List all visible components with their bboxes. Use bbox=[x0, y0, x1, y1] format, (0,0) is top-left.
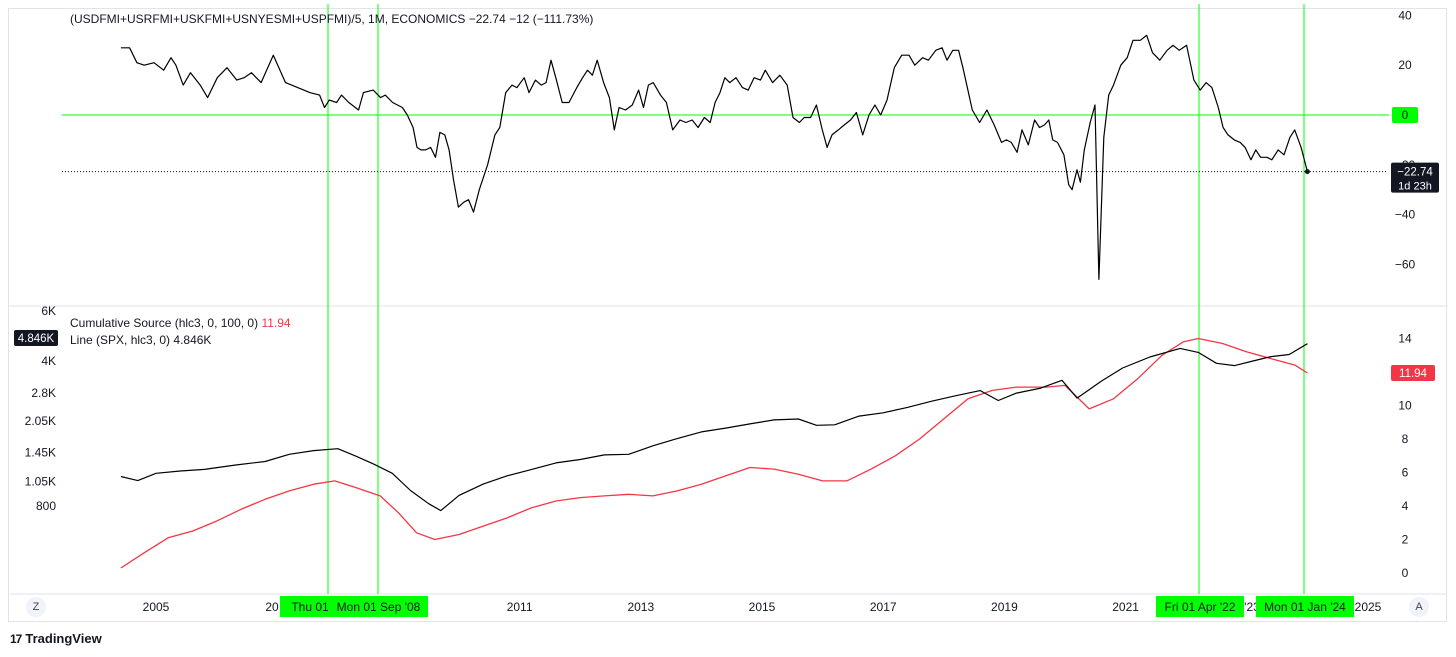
top-pane bbox=[62, 34, 1389, 280]
bottom-right-y-tick-label: 8 bbox=[1402, 432, 1409, 446]
bottom-left-y-tick-label: 2.05K bbox=[25, 414, 56, 428]
bottom-left-y-tick-label: 4K bbox=[41, 354, 56, 368]
event-label-box bbox=[329, 596, 428, 617]
top-legend-text: (USDFMI+USRFMI+USKFMI+USNYESMI+USPFMI)/5… bbox=[70, 12, 594, 26]
top-y-tick-label: 40 bbox=[1398, 8, 1412, 22]
brand-name: TradingView bbox=[25, 631, 102, 646]
event-label-text: Fri 01 Apr '22 bbox=[1165, 600, 1236, 614]
bottom-right-y-tick-label: 10 bbox=[1398, 399, 1412, 413]
auto-scale-right-button[interactable]: A bbox=[1409, 597, 1429, 617]
spx-label: Line (SPX, hlc3, 0) bbox=[70, 333, 171, 347]
event-lines bbox=[327, 4, 1305, 594]
x-tick-label: 2005 bbox=[143, 600, 170, 614]
bottom-right-y-tick-label: 14 bbox=[1398, 332, 1412, 346]
spx-value: 4.846K bbox=[173, 333, 212, 347]
bottom-left-y-tick-label: 1.45K bbox=[25, 445, 56, 459]
brand: 17 TradingView bbox=[10, 631, 102, 646]
x-tick-label: 2011 bbox=[507, 600, 533, 614]
zero-badge-text: 0 bbox=[1402, 110, 1408, 122]
pmi-last-value-text: −22.74 bbox=[1397, 167, 1433, 179]
pmi-countdown-text: 1d 23h bbox=[1398, 181, 1432, 193]
cumulative-last-value-text: 11.94 bbox=[1399, 368, 1428, 380]
bottom-left-y-tick-label: 1.05K bbox=[25, 474, 56, 488]
bottom-right-y-tick-label: 2 bbox=[1402, 533, 1409, 547]
x-tick-label: 2025 bbox=[1355, 600, 1382, 614]
bottom-right-y-tick-label: 4 bbox=[1402, 499, 1409, 513]
event-label-text: Thu 01 bbox=[291, 600, 329, 614]
pmi-last-value-badge bbox=[1391, 162, 1439, 193]
cumulative-label: Cumulative Source (hlc3, 0, 100, 0) bbox=[70, 316, 259, 330]
cumulative-value: 11.94 bbox=[261, 316, 291, 330]
event-label-box bbox=[1156, 596, 1244, 617]
x-tick-label: 2021 bbox=[1112, 600, 1139, 614]
zero-badge bbox=[1392, 107, 1418, 123]
bottom-left-y-tick-label: 800 bbox=[36, 499, 56, 513]
auto-scale-left-button[interactable]: Z bbox=[26, 597, 46, 617]
top-legend: (USDFMI+USRFMI+USKFMI+USNYESMI+USPFMI)/5… bbox=[70, 11, 593, 27]
spx-last-value-badge bbox=[14, 330, 58, 346]
grid bbox=[8, 305, 1448, 595]
bottom-left-y-tick-label: 6K bbox=[41, 304, 56, 318]
bottom-legend-cumulative: Cumulative Source (hlc3, 0, 100, 0) 11.9… bbox=[70, 315, 291, 331]
bottom-pane bbox=[120, 337, 1308, 569]
bottom-right-y-tick-label: 0 bbox=[1402, 566, 1409, 580]
event-label-text: Mon 01 Jan '24 bbox=[1264, 600, 1346, 614]
tradingview-logo-icon: 17 bbox=[10, 631, 22, 646]
top-y-tick-label: −60 bbox=[1395, 257, 1416, 271]
spx-last-value-text: 4.846K bbox=[18, 333, 55, 345]
pmi-last-point bbox=[1304, 169, 1310, 175]
chart-frame bbox=[8, 8, 1447, 622]
x-tick-label: 2015 bbox=[749, 600, 776, 614]
top-y-tick-label: −40 bbox=[1395, 208, 1416, 222]
cumulative-source-line bbox=[120, 337, 1308, 569]
x-tick-label: 2017 bbox=[870, 600, 897, 614]
bottom-left-y-tick-label: 2.8K bbox=[31, 386, 56, 400]
event-label-text: Mon 01 Sep '08 bbox=[337, 600, 421, 614]
pmi-composite-line bbox=[120, 34, 1308, 280]
x-tick-label: 2013 bbox=[627, 600, 654, 614]
spx-line bbox=[120, 343, 1308, 512]
bottom-right-y-tick-label: 6 bbox=[1402, 466, 1409, 480]
event-label-box bbox=[280, 596, 340, 617]
cumulative-last-value-badge bbox=[1391, 365, 1435, 382]
x-tick-label: 20 bbox=[265, 600, 279, 614]
x-tick-label: 2019 bbox=[991, 600, 1018, 614]
bottom-legend-spx: Line (SPX, hlc3, 0) 4.846K bbox=[70, 332, 211, 348]
event-label-box bbox=[1256, 596, 1354, 617]
top-y-tick-label: 20 bbox=[1398, 58, 1412, 72]
